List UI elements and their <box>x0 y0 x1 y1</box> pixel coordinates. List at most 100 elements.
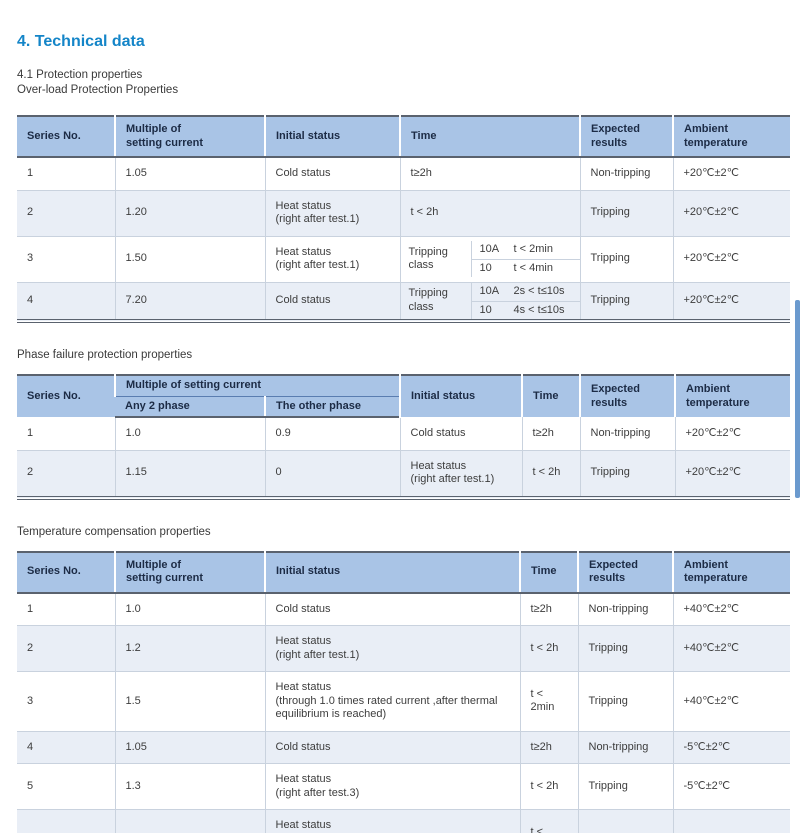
cell-expected: Tripping <box>579 235 673 282</box>
col-header-ambient: Ambient temperature <box>672 116 790 158</box>
cell-multiple: 1.0 <box>114 592 265 626</box>
col-header-initial: Initial status <box>264 116 400 158</box>
col-header-ambient: Ambient temperature <box>672 551 790 594</box>
table-row: 1 1.0 0.9 Cold status t≥2h Non-tripping … <box>17 417 790 450</box>
cell-series: 2 <box>17 449 115 498</box>
cell-otherphase: 0.9 <box>264 417 400 450</box>
col-header-any2phase: Any 2 phase <box>115 396 265 418</box>
cell-time-nested: Tripping class 10A 2s < t≤10s 10 4s < t≤… <box>399 281 580 321</box>
cell-time: t < 2h <box>521 449 580 498</box>
cell-expected: Non-tripping <box>579 417 675 450</box>
cell-ambient: +40℃±2℃ <box>672 625 790 672</box>
cell-time-nested: Tripping class 10A t < 2min 10 t < 4min <box>399 235 580 282</box>
time-subtable: 10A 2s < t≤10s 10 4s < t≤10s <box>470 282 580 319</box>
col-header-series: Series No. <box>17 375 115 417</box>
cell-initial-status: Cold status <box>264 730 520 764</box>
cell-series: 6 <box>17 809 115 833</box>
col-header-multiple: Multiple of setting current <box>114 116 265 158</box>
cell-expected: Tripping <box>577 763 673 810</box>
col-header-time: Time <box>521 375 580 417</box>
table-row: 2 1.20 Heat status (right after test.1) … <box>17 189 790 236</box>
cell-series: 4 <box>17 281 115 321</box>
cell-ambient: +20℃±2℃ <box>674 417 790 450</box>
cell-time: t≥2h <box>521 417 580 450</box>
cell-expected: Tripping <box>577 625 673 672</box>
cell-expected: Non-tripping <box>577 592 673 626</box>
col-header-series: Series No. <box>17 551 115 594</box>
cell-multiple: 1.5 <box>114 671 265 731</box>
scrollbar-thumb[interactable] <box>795 300 800 498</box>
cell-multiple: 1.05 <box>114 157 265 190</box>
cell-initial-status: Heat status (right after test.1) <box>399 449 522 498</box>
table-row: 4 7.20 Cold status Tripping class 10A 2s… <box>17 281 790 321</box>
cell-series: 4 <box>17 730 115 764</box>
cell-expected: Tripping <box>579 449 675 498</box>
col-header-initial: Initial status <box>399 375 522 417</box>
cell-initial-status: Cold status <box>264 157 400 190</box>
col-header-multiple: Multiple of setting current <box>114 551 265 594</box>
cell-initial-status: Heat status (through 1.0 times rated cur… <box>264 809 520 833</box>
trip-class-rating: 10 <box>479 303 492 316</box>
cell-expected: Tripping <box>577 671 673 731</box>
phase-header-row: Series No. Multiple of setting current I… <box>17 375 790 417</box>
cell-time: t≥2h <box>519 592 578 626</box>
cell-initial-status: Cold status <box>399 417 522 450</box>
tripping-class-label: Tripping class <box>408 245 448 272</box>
cell-multiple: 1.5 <box>114 809 265 833</box>
temperature-header-row: Series No. Multiple of setting current I… <box>17 551 790 594</box>
cell-ambient: +20℃±2℃ <box>672 157 790 190</box>
trip-class-rating: 10A <box>479 284 500 297</box>
table-row: 2 1.2 Heat status (right after test.1) t… <box>17 625 790 672</box>
cell-multiple: 1.20 <box>114 189 265 236</box>
cell-initial-status: Heat status (right after test.3) <box>264 763 520 810</box>
page-title: 4. Technical data <box>17 33 145 50</box>
cell-ambient: +40℃±2℃ <box>672 592 790 626</box>
phase-table-caption: Phase failure protection properties <box>17 349 193 361</box>
col-header-time: Time <box>519 551 578 594</box>
cell-expected: Non-tripping <box>579 157 673 190</box>
trip-class-time: t < 4min <box>513 261 553 274</box>
cell-initial-status: Heat status (right after test.1) <box>264 235 400 282</box>
col-header-expected: Expected results <box>579 116 673 158</box>
overload-table: Series No. Multiple of setting current I… <box>17 115 790 323</box>
time-subtable: 10A t < 2min 10 t < 4min <box>470 240 580 278</box>
trip-class-time: t < 2min <box>513 243 553 255</box>
col-header-initial: Initial status <box>264 551 520 594</box>
cell-initial-status: Heat status (right after test.1) <box>264 625 520 672</box>
col-header-ambient: Ambient temperature <box>674 375 790 417</box>
overload-table-caption: Over-load Protection Properties <box>17 84 179 96</box>
table-row: 2 1.15 0 Heat status (right after test.1… <box>17 449 790 498</box>
table-row: 3 1.50 Heat status (right after test.1) … <box>17 235 790 282</box>
cell-series: 2 <box>17 625 115 672</box>
cell-any2phase: 1.15 <box>114 449 265 498</box>
time-sub-row: 10A t < 2min <box>472 241 580 259</box>
cell-multiple: 1.50 <box>114 235 265 282</box>
cell-multiple: 7.20 <box>114 281 265 321</box>
cell-ambient: -5℃±2℃ <box>672 730 790 764</box>
trip-class-time: 2s < t≤10s <box>513 284 565 297</box>
time-sub-row: 10 t < 4min <box>471 258 580 278</box>
cell-series: 3 <box>17 235 115 282</box>
cell-ambient: -5℃±2℃ <box>672 809 790 833</box>
cell-series: 1 <box>17 157 115 190</box>
cell-ambient: +20℃±2℃ <box>674 449 790 498</box>
cell-expected: Non-tripping <box>577 730 673 764</box>
cell-time: t < 2min <box>519 671 578 731</box>
cell-time: t < 4min <box>519 809 578 833</box>
cell-multiple: 1.05 <box>114 730 265 764</box>
tripping-class-label: Tripping class <box>408 287 448 313</box>
cell-time: t < 2h <box>519 763 578 810</box>
table-row: 5 1.3 Heat status (right after test.3) t… <box>17 763 790 810</box>
temperature-table-caption: Temperature compensation properties <box>17 525 211 538</box>
cell-initial-status: Cold status <box>264 592 520 626</box>
col-header-expected: Expected results <box>577 551 673 594</box>
phase-subheader-row: Any 2 phase The other phase <box>17 396 790 418</box>
cell-series: 2 <box>17 189 115 236</box>
col-header-expected: Expected results <box>579 375 675 417</box>
cell-time: t < 2h <box>519 625 578 672</box>
table-row: 4 1.05 Cold status t≥2h Non-tripping -5℃… <box>17 730 790 764</box>
cell-expected: Tripping <box>579 281 673 321</box>
table-row: 1 1.0 Cold status t≥2h Non-tripping +40℃… <box>17 592 790 626</box>
trip-class-rating: 10 <box>479 261 492 274</box>
